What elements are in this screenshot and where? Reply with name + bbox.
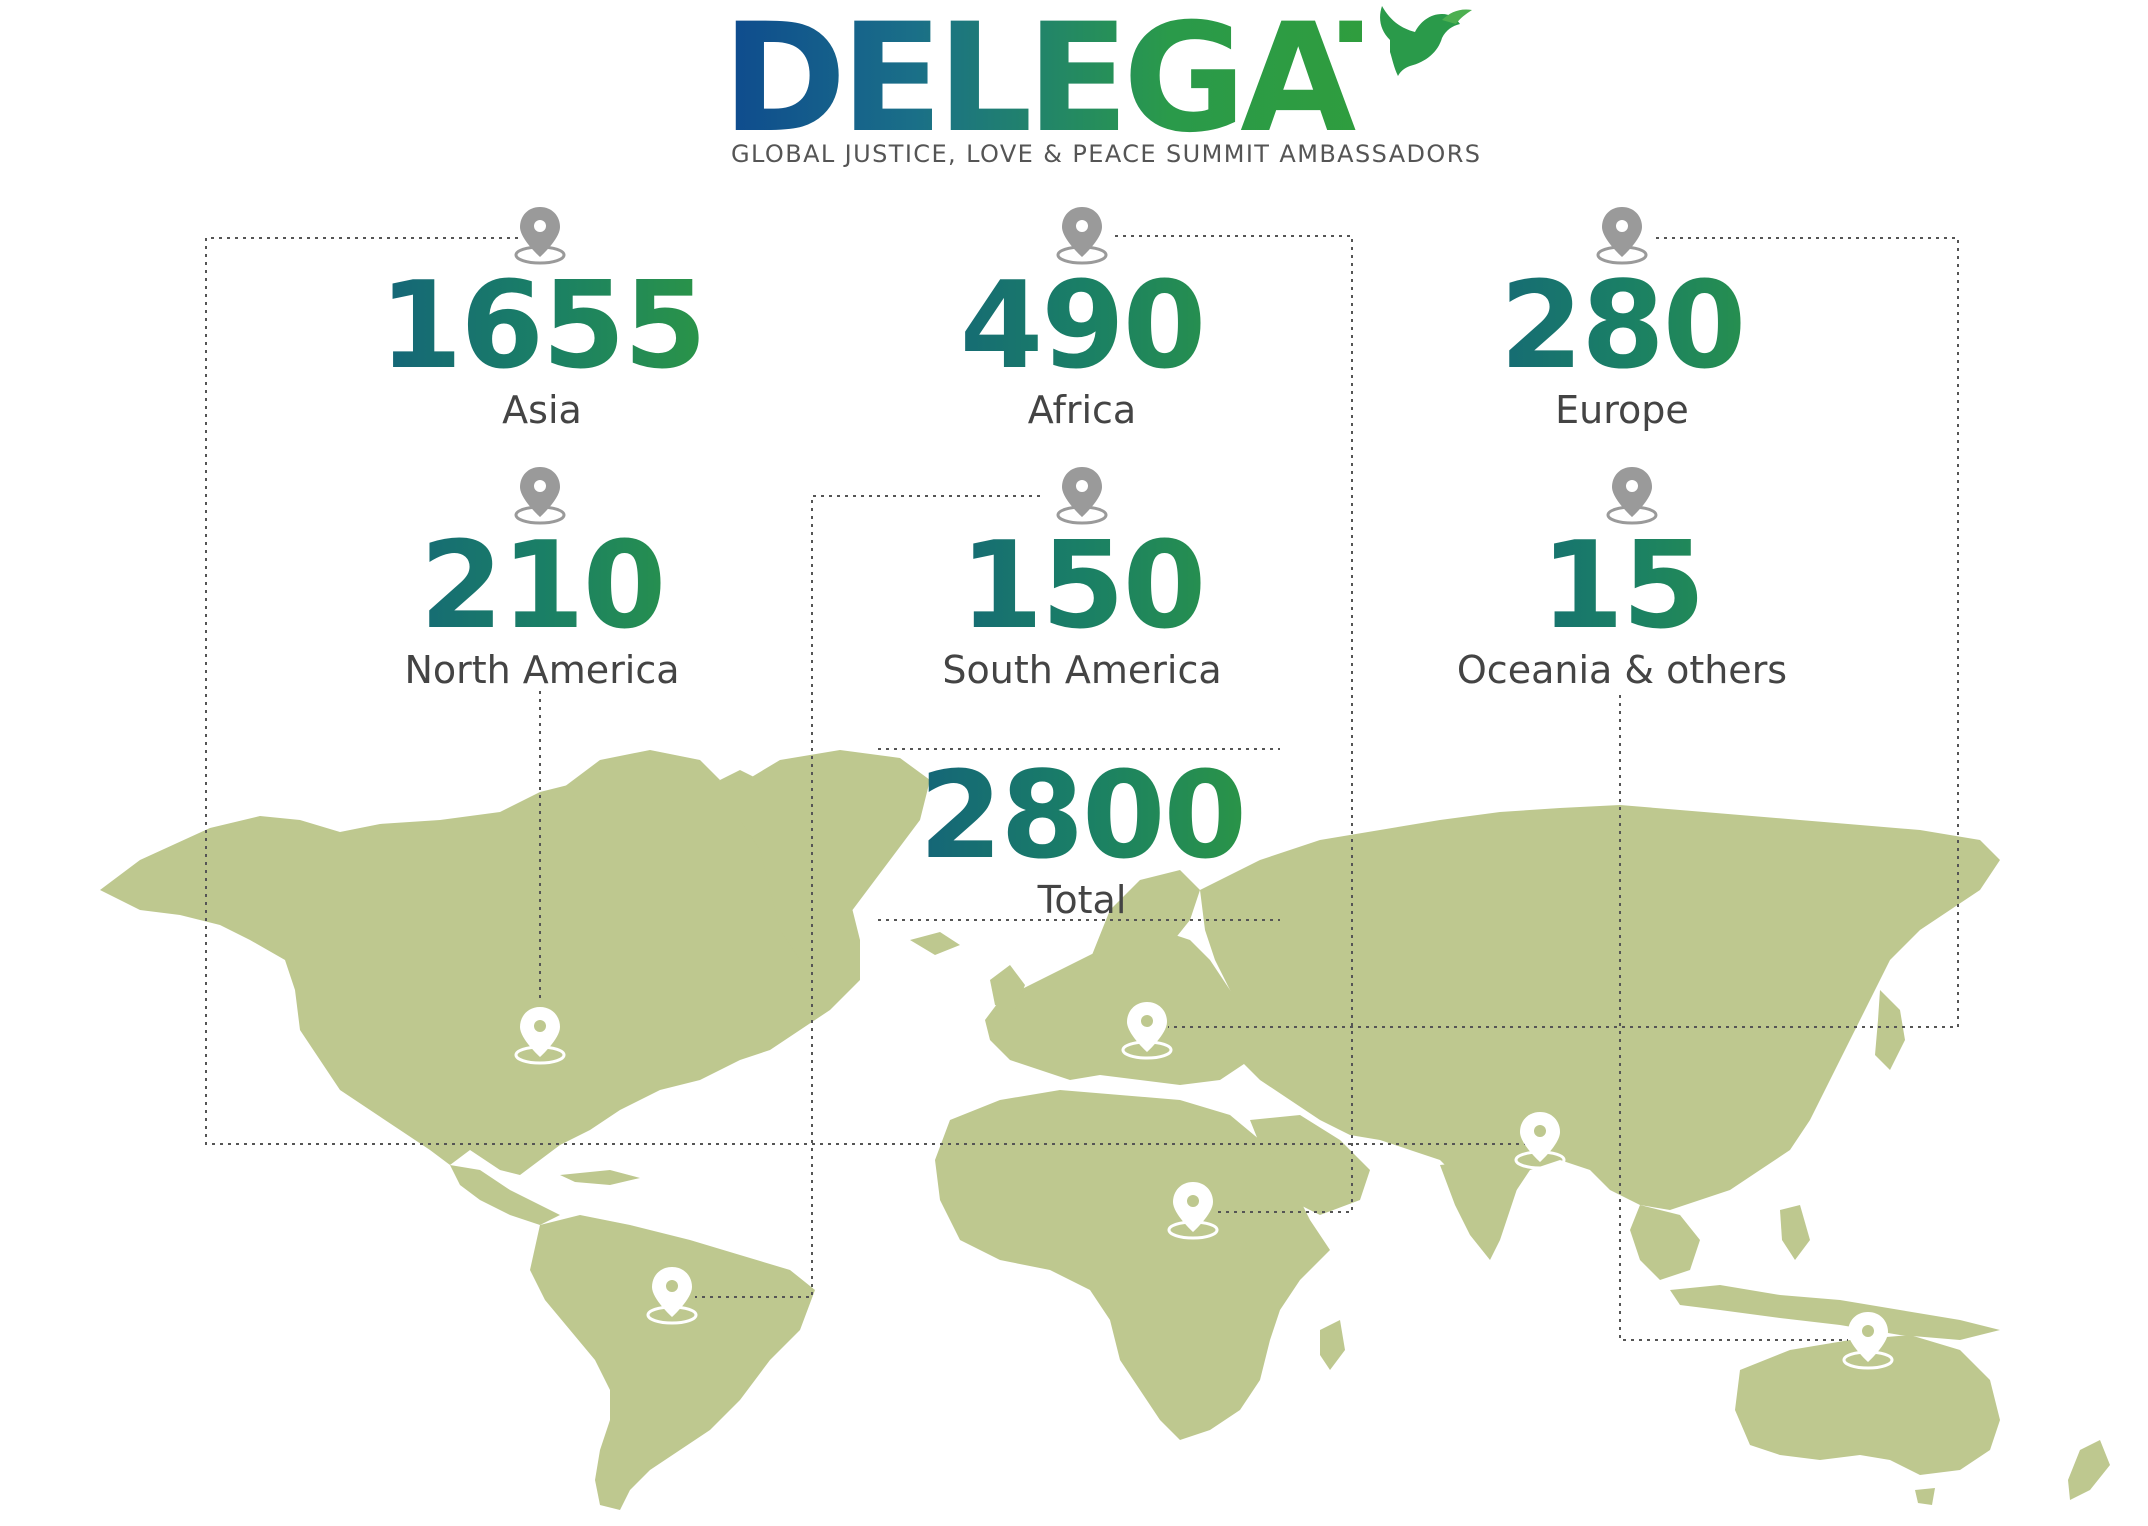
connector-lines (205, 235, 1959, 1341)
stat-total: 2800 Total (872, 752, 1292, 923)
map-pin-icon (1056, 207, 1108, 265)
stat-label: Oceania & others (1456, 648, 1788, 692)
asia-landmass (1200, 805, 2000, 1225)
map-pins (514, 1002, 1894, 1370)
arabia (1250, 1115, 1370, 1215)
stat-label: Asia (502, 388, 582, 432)
total-value: 2800 (872, 752, 1292, 882)
stat-label: South America (942, 648, 1222, 692)
map-pin-icon (1121, 1002, 1173, 1060)
iceland (910, 932, 960, 955)
stat-europe: 280 Europe (1412, 262, 1832, 433)
stat-value: 490 (872, 262, 1292, 392)
map-pin-icon (646, 1267, 698, 1325)
connector-south-america (695, 495, 1040, 1298)
stat-value: 210 (332, 522, 752, 652)
page-subtitle: GLOBAL JUSTICE, LOVE & PEACE SUMMIT AMBA… (731, 140, 1482, 168)
india (1440, 1160, 1520, 1260)
dove-icon (1380, 6, 1472, 76)
map-pin-icon (514, 1007, 566, 1065)
greenland (730, 750, 930, 960)
southeast-asia (1630, 1205, 1700, 1280)
caribbean (560, 1170, 640, 1185)
stat-pins (514, 207, 1658, 525)
total-label: Total (1037, 878, 1127, 922)
tasmania (1915, 1488, 1935, 1505)
page-title: DELEGATES (722, 0, 1639, 166)
map-pin-icon (1167, 1182, 1219, 1240)
stat-value: 150 (872, 522, 1292, 652)
japan (1875, 990, 1905, 1070)
connector-asia (205, 237, 1536, 1145)
british-isles (990, 965, 1025, 1010)
connector-europe (1168, 237, 1959, 1028)
stat-label: Europe (1555, 388, 1689, 432)
map-pin-icon (1514, 1112, 1566, 1170)
south-america-landmass (530, 1215, 815, 1510)
continents (100, 750, 2110, 1510)
stat-oceania: 15 Oceania & others (1412, 522, 1832, 693)
stat-north-america: 210 North America (332, 522, 752, 693)
stat-value: 1655 (332, 262, 752, 392)
new-zealand (2068, 1440, 2110, 1500)
indonesia (1670, 1285, 2000, 1340)
stat-label: Africa (1027, 388, 1137, 432)
arctic-islands (560, 750, 720, 805)
map-pin-icon (1606, 467, 1658, 525)
north-america-landmass (100, 780, 860, 1175)
stat-value: 15 (1412, 522, 1832, 652)
stat-label: North America (404, 648, 680, 692)
stat-value: 280 (1412, 262, 1832, 392)
africa-landmass (935, 1090, 1330, 1440)
europe-landmass (985, 930, 1260, 1085)
stat-south-america: 150 South America (872, 522, 1292, 693)
map-pin-icon (1596, 207, 1648, 265)
map-pin-icon (514, 207, 566, 265)
stat-africa: 490 Africa (872, 262, 1292, 433)
philippines (1780, 1205, 1810, 1260)
map-pin-icon (514, 467, 566, 525)
central-america (450, 1165, 560, 1225)
connector-africa (1115, 235, 1353, 1213)
australia-landmass (1735, 1335, 2000, 1475)
madagascar (1320, 1320, 1345, 1370)
map-pin-icon (1842, 1312, 1894, 1370)
stat-asia: 1655 Asia (332, 262, 752, 433)
map-pin-icon (1056, 467, 1108, 525)
header: DELEGATES GLOBAL JUSTICE, LOVE & PEACE S… (0, 0, 2148, 200)
